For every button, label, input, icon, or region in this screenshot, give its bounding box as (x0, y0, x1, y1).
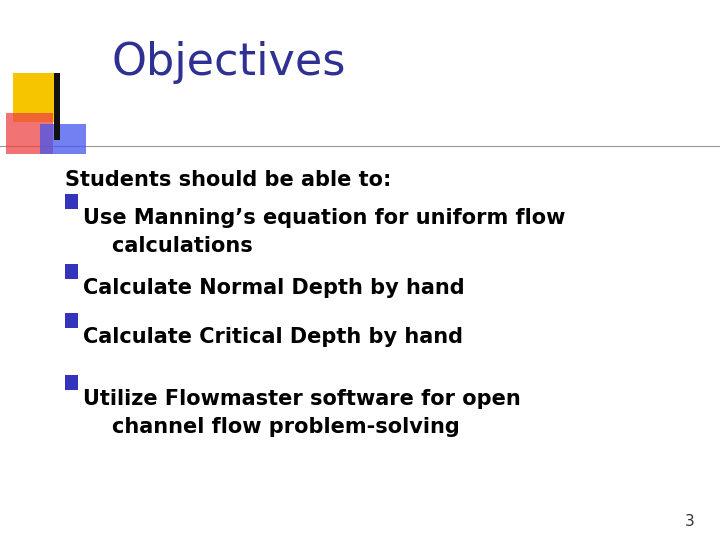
Bar (65, 264, 78, 279)
Text: Students should be able to:: Students should be able to: (65, 170, 391, 190)
Bar (40, 124, 86, 154)
Bar (65, 194, 78, 209)
Bar (54, 73, 60, 140)
Text: Utilize Flowmaster software for open
    channel flow problem-solving: Utilize Flowmaster software for open cha… (83, 389, 521, 437)
Text: 3: 3 (685, 514, 695, 529)
Bar (65, 375, 78, 390)
Text: Use Manning’s equation for uniform flow
    calculations: Use Manning’s equation for uniform flow … (83, 208, 565, 256)
Text: Calculate Normal Depth by hand: Calculate Normal Depth by hand (83, 278, 464, 298)
Text: Calculate Critical Depth by hand: Calculate Critical Depth by hand (83, 327, 463, 347)
Text: Objectives: Objectives (112, 40, 346, 84)
Bar (6, 113, 53, 154)
Bar (13, 73, 60, 122)
Bar (65, 313, 78, 328)
